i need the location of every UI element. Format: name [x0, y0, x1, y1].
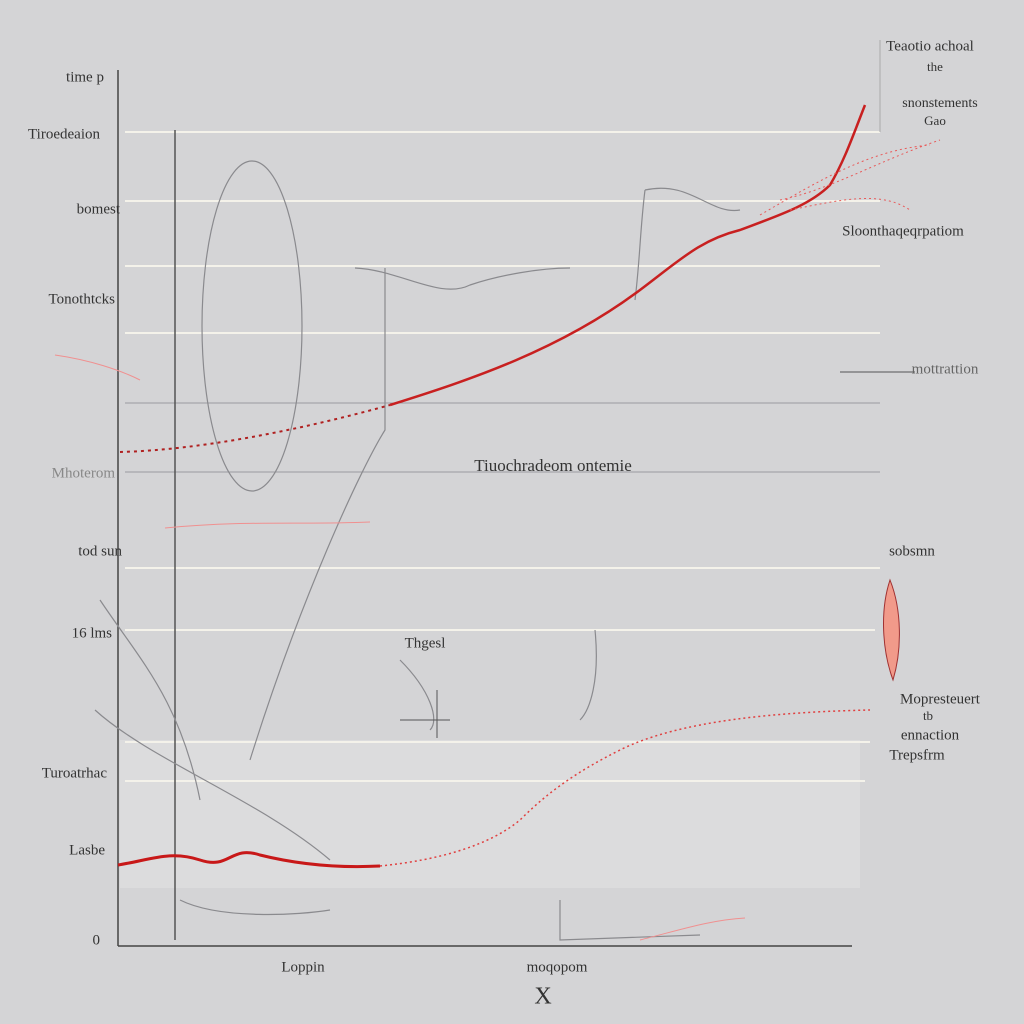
red-spray: [759, 139, 941, 216]
y-label: Mhoterom: [52, 465, 116, 481]
y-axis-title: time p: [66, 69, 104, 85]
annotation: the: [927, 59, 943, 74]
x-axis-title: X: [534, 984, 551, 1010]
y-label: 16 lms: [72, 625, 113, 641]
ellipse: [201, 160, 303, 492]
y-label: tod sun: [78, 543, 122, 559]
annotation: Mopresteuert: [900, 691, 981, 707]
annotation: mottrattion: [912, 361, 979, 377]
y-label: Lasbe: [69, 842, 105, 858]
grid: [125, 131, 880, 782]
thin-curves: [54, 354, 746, 941]
annotation: ennaction: [901, 727, 960, 743]
annotation: snonstements: [902, 96, 977, 111]
annotation: Sloonthaqeqrpatiom: [842, 223, 964, 239]
red-curve: [389, 104, 867, 407]
red-lower-curve: [117, 851, 381, 869]
x-label: moqopom: [527, 959, 588, 975]
shaded-band: [120, 740, 860, 888]
y-label: bomest: [77, 201, 121, 217]
annotation: sobsmn: [889, 543, 935, 559]
y-label: Tonothtcks: [49, 291, 116, 307]
red-spindle: [883, 578, 900, 682]
annotation: Trepsfrm: [889, 747, 945, 763]
red-dotted-curve: [119, 404, 391, 453]
x-label: Loppin: [281, 959, 325, 975]
y-label: 0: [93, 932, 101, 948]
annotation: tb: [923, 708, 933, 723]
gray-curves: [94, 187, 741, 941]
annotation: Gao: [924, 113, 946, 128]
annotation: Tiuochradeom ontemie: [474, 456, 632, 475]
annotation: Thgesl: [405, 635, 446, 651]
y-label: Tiroedeaion: [28, 126, 100, 142]
annotation: Teaotio achoal: [886, 38, 974, 54]
y-label: Turoatrhac: [42, 765, 108, 781]
